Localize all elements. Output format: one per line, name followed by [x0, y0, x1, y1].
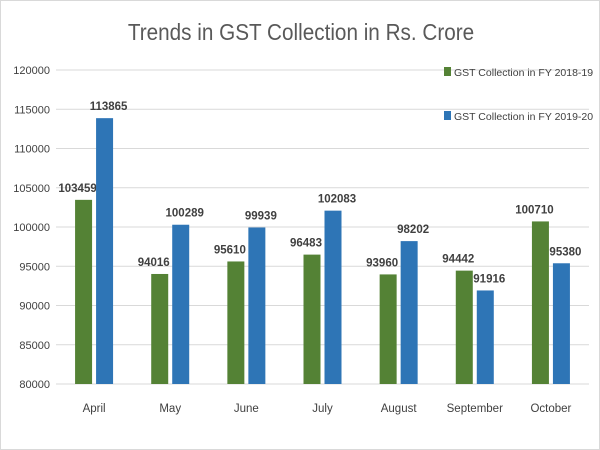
data-label: 98202 — [397, 224, 429, 236]
data-label: 95610 — [214, 244, 246, 256]
data-label: 95380 — [549, 246, 581, 258]
x-tick-label: August — [381, 403, 418, 415]
x-tick-label: October — [530, 403, 571, 415]
bar-2019-20 — [324, 210, 342, 384]
x-tick-label: September — [447, 403, 503, 415]
y-tick-label: 85000 — [19, 340, 50, 352]
bar-2018-19 — [455, 270, 473, 384]
bar-2019-20 — [552, 263, 570, 384]
bar-2019-20 — [96, 118, 114, 384]
data-label: 103459 — [58, 183, 96, 195]
legend-label: GST Collection in FY 2018-19 — [454, 67, 593, 79]
y-tick-label: 95000 — [19, 261, 50, 273]
chart-title: Trends in GST Collection in Rs. Crore — [127, 19, 475, 45]
x-tick-label: June — [234, 403, 259, 415]
y-tick-label: 100000 — [13, 222, 50, 234]
y-tick-label: 80000 — [19, 379, 50, 391]
bar-2019-20 — [172, 224, 190, 384]
data-label: 100289 — [166, 208, 204, 220]
x-tick-label: July — [312, 403, 333, 415]
data-label: 96483 — [290, 238, 322, 250]
bar-2019-20 — [400, 241, 418, 384]
data-label: 94442 — [442, 254, 474, 266]
data-label: 93960 — [366, 257, 398, 269]
y-tick-label: 90000 — [19, 301, 50, 313]
bar-2018-19 — [227, 261, 245, 384]
data-label: 100710 — [515, 204, 553, 216]
data-label: 99939 — [245, 210, 277, 222]
bar-2018-19 — [531, 221, 549, 384]
y-tick-label: 105000 — [13, 183, 50, 195]
bar-2018-19 — [151, 273, 169, 384]
legend-swatch — [444, 111, 451, 120]
data-label: 102083 — [318, 194, 356, 206]
y-tick-label: 110000 — [14, 144, 50, 156]
bar-2019-20 — [248, 227, 266, 384]
bar-2019-20 — [476, 290, 494, 384]
data-label: 113865 — [90, 101, 128, 113]
legend-label: GST Collection in FY 2019-20 — [454, 111, 593, 123]
data-label: 94016 — [138, 257, 170, 269]
bar-2018-19 — [75, 199, 93, 384]
bar-2018-19 — [379, 274, 397, 384]
x-tick-label: May — [159, 403, 181, 415]
bar-2018-19 — [303, 254, 321, 384]
x-tick-label: April — [83, 403, 106, 415]
y-tick-label: 115000 — [14, 104, 50, 116]
y-tick-label: 120000 — [13, 65, 50, 77]
data-label: 91916 — [473, 273, 505, 285]
legend-swatch — [444, 67, 451, 76]
